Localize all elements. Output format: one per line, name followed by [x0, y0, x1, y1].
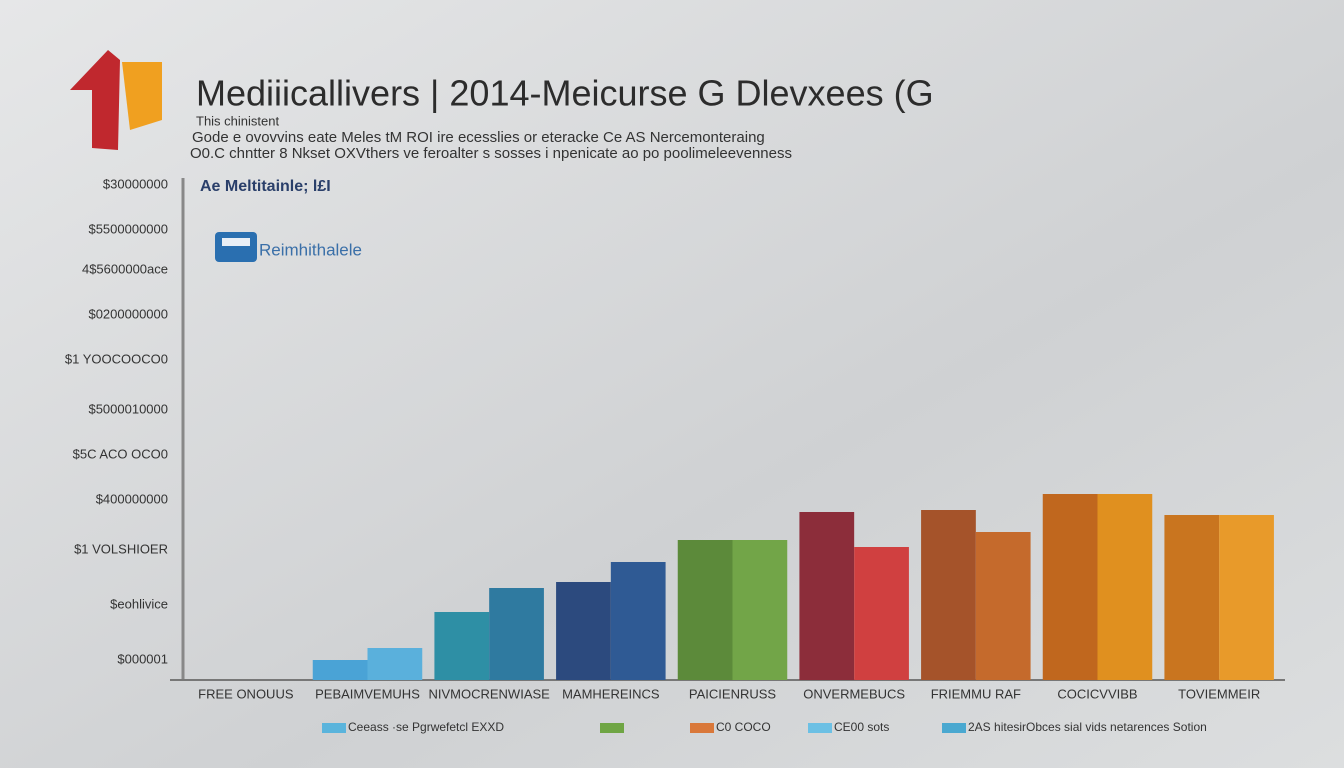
subtitle: This chinistent	[196, 113, 279, 128]
subtitle: Gode e ovovvins eate Meles tM ROI ire ec…	[192, 129, 765, 146]
bar	[799, 512, 855, 680]
x-tick-label: FRIEMMU RAF	[931, 686, 1021, 701]
legend-swatch	[322, 723, 346, 733]
bar	[975, 532, 1031, 680]
icon	[215, 232, 257, 262]
bar	[610, 562, 666, 680]
y-tick-label: $5000010000	[88, 401, 168, 416]
chart-title: Mediiicallivers | 2014-Meicurse G Dlevxe…	[196, 73, 934, 114]
legend-label: 2AS hitesirObces sial vids netarences So…	[968, 720, 1207, 734]
x-tick-label: ONVERMEBUCS	[803, 686, 905, 701]
x-tick-label: COCICVVIBB	[1057, 686, 1137, 701]
y-tick-label: $000001	[117, 651, 168, 666]
bar	[312, 660, 368, 680]
bar	[434, 612, 490, 680]
subtitle: O0.C chntter 8 Nkset OXVthers ve feroalt…	[190, 145, 792, 162]
annotation: Ae Meltitainle; l£I	[200, 178, 331, 195]
bar	[854, 547, 909, 680]
y-tick-label: 4$5600000ace	[82, 261, 168, 276]
bar	[921, 510, 976, 680]
bar	[1042, 494, 1098, 680]
bar	[367, 648, 423, 680]
legend-label: Ceeass ·se Pgrwefetcl EXXD	[348, 720, 504, 734]
y-tick-label: $0200000000	[88, 306, 168, 321]
legend-label: C0 COCO	[716, 720, 771, 734]
bar	[556, 582, 611, 680]
x-tick-label: NIVMOCRENWIASE	[428, 686, 550, 701]
bar	[677, 540, 733, 680]
y-tick-label: $eohlivice	[110, 596, 168, 611]
bar	[1164, 515, 1220, 680]
x-tick-label: TOVIEMMEIR	[1178, 686, 1260, 701]
bar	[1219, 515, 1274, 680]
legend-swatch	[942, 723, 966, 733]
x-tick-label: FREE ONOUUS	[198, 686, 294, 701]
x-tick-label: PEBAIMVEMUHS	[315, 686, 420, 701]
x-tick-label: PAICIENRUSS	[689, 686, 776, 701]
y-tick-label: $30000000	[103, 176, 168, 191]
logo	[70, 50, 162, 150]
y-tick-label: $1 VOLSHIOER	[74, 541, 168, 556]
legend-swatch	[808, 723, 832, 733]
bar	[1097, 494, 1153, 680]
x-tick-label: MAMHEREINCS	[562, 686, 660, 701]
bar	[732, 540, 788, 680]
y-tick-label: $5500000000	[88, 221, 168, 236]
legend-label: CE00 sots	[834, 720, 889, 734]
legend-swatch	[600, 723, 624, 733]
annotation: Reimhithalele	[259, 240, 362, 259]
legend-swatch	[690, 723, 714, 733]
y-tick-label: $1 YOOCOOCO0	[65, 351, 168, 366]
y-tick-label: $5C ACO OCO0	[73, 446, 168, 461]
bar	[489, 588, 544, 680]
y-tick-label: $400000000	[96, 491, 168, 506]
